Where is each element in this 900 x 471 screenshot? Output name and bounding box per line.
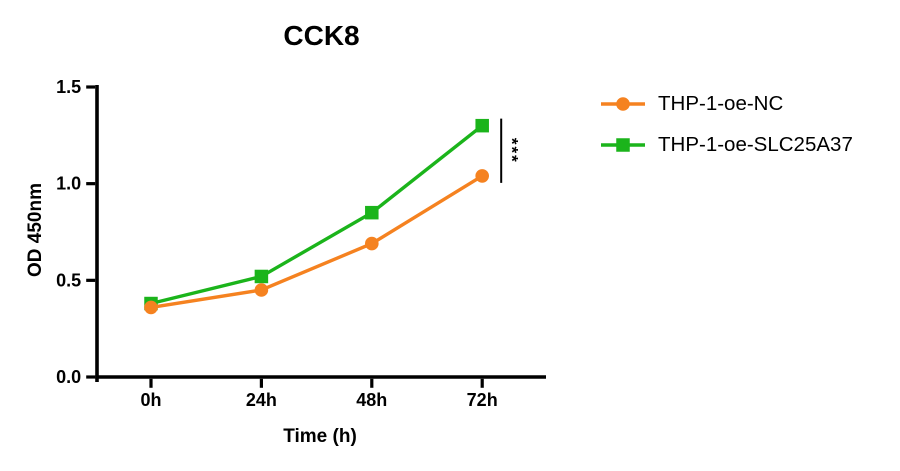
data-point-THP-1-oe-NC xyxy=(254,283,269,297)
legend-item: THP-1-oe-SLC25A37 xyxy=(601,124,853,165)
series-line-THP-1-oe-SLC25A37 xyxy=(150,124,484,306)
data-point-THP-1-oe-SLC25A37 xyxy=(475,118,489,133)
y-tick-label: 0.5 xyxy=(56,270,81,290)
data-point-THP-1-oe-SLC25A37 xyxy=(365,205,379,220)
series-line-THP-1-oe-NC xyxy=(150,174,484,310)
legend-square-marker-icon xyxy=(601,137,645,152)
legend-item: THP-1-oe-NC xyxy=(601,83,853,124)
legend-label: THP-1-oe-NC xyxy=(658,91,784,115)
x-axis-label: Time (h) xyxy=(283,426,357,447)
significance-stars: *** xyxy=(503,138,522,164)
y-tick-label: 1.0 xyxy=(56,174,81,194)
legend-circle-marker-icon xyxy=(601,96,645,111)
x-tick-label: 24h xyxy=(246,390,277,410)
legend-label: THP-1-oe-SLC25A37 xyxy=(658,132,853,156)
x-tick-label: 72h xyxy=(467,390,498,410)
data-point-THP-1-oe-SLC25A37 xyxy=(254,269,269,284)
data-point-THP-1-oe-NC xyxy=(475,169,490,183)
x-tick-label: 0h xyxy=(140,390,161,410)
y-tick-label: 1.5 xyxy=(56,77,81,97)
data-point-THP-1-oe-NC xyxy=(144,300,158,315)
chart-title: CCK8 xyxy=(283,20,360,51)
legend: THP-1-oe-NC THP-1-oe-SLC25A37 xyxy=(601,83,853,165)
data-point-THP-1-oe-NC xyxy=(365,236,379,251)
y-tick-label: 0.0 xyxy=(56,367,81,387)
x-tick-label: 48h xyxy=(356,390,387,410)
